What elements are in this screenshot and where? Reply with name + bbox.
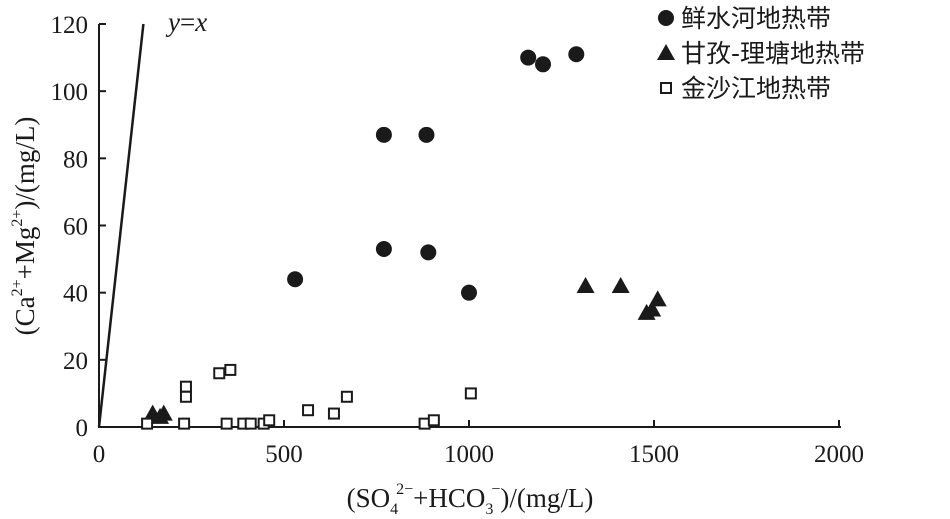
data-point-square-open	[340, 390, 353, 403]
data-points	[141, 46, 667, 430]
data-point-square-open	[464, 387, 477, 400]
data-point-square-open	[244, 417, 257, 430]
y-tick-label: 60	[63, 214, 88, 241]
x-tick-label: 1000	[444, 441, 494, 468]
data-point-triangle	[611, 276, 630, 293]
data-point-circle	[418, 126, 435, 143]
y-axis-title: (Ca2++Mg2+)/(mg/L)	[9, 117, 40, 336]
data-point-circle	[520, 49, 537, 66]
legend-label: 鲜水河地热带	[681, 4, 831, 33]
y-tick-label: 40	[63, 281, 88, 308]
data-point-triangle	[643, 300, 662, 317]
y-tick-label: 80	[63, 146, 88, 173]
data-point-square-open	[179, 380, 192, 393]
x-tick-label: 500	[265, 441, 303, 468]
data-point-square-open	[141, 417, 154, 430]
x-tick-label: 2000	[814, 441, 864, 468]
data-point-square-open	[263, 414, 276, 427]
series-triangle	[143, 276, 667, 424]
data-point-circle	[375, 126, 392, 143]
data-point-square-open	[179, 390, 192, 403]
data-point-circle	[375, 241, 392, 258]
data-point-square-open	[327, 407, 340, 420]
data-point-triangle	[154, 404, 173, 421]
data-point-square-open	[213, 367, 226, 380]
reference-line	[97, 23, 145, 428]
data-point-circle	[535, 56, 551, 73]
reference-line-label: y=x	[165, 7, 207, 37]
data-point-circle	[461, 284, 477, 301]
legend-marker-triangle	[657, 44, 675, 60]
y-tick-label: 120	[51, 12, 89, 39]
data-point-square-open	[178, 417, 191, 430]
y-tick-label: 0	[76, 415, 89, 442]
x-tick-label: 1500	[629, 441, 679, 468]
x-tick-label: 0	[93, 441, 106, 468]
data-point-square-open	[224, 363, 237, 376]
data-point-square-open	[427, 414, 440, 427]
reference-line-path	[97, 23, 145, 428]
x-axis-title: (SO42−+HCO3−)/(mg/L)	[347, 481, 594, 518]
legend-marker-square-open	[660, 82, 672, 94]
data-point-triangle	[576, 276, 595, 293]
y-tick-label: 100	[51, 79, 89, 106]
legend-marker-circle	[658, 10, 674, 26]
y-tick-label: 20	[63, 348, 88, 375]
data-point-circle	[287, 271, 304, 288]
data-point-square-open	[302, 404, 315, 417]
series-circle	[287, 46, 585, 301]
data-point-circle	[568, 46, 585, 63]
ticks: 0 500 1000 1500 2000 0 20 40 60 80 100 120	[51, 12, 865, 468]
data-point-triangle	[648, 290, 667, 307]
data-point-circle	[420, 244, 437, 261]
series-square-open	[141, 363, 477, 430]
legend-label: 金沙江地热带	[681, 74, 831, 103]
data-point-square-open	[220, 417, 233, 430]
legend-label: 甘孜-理塘地热带	[681, 39, 865, 68]
